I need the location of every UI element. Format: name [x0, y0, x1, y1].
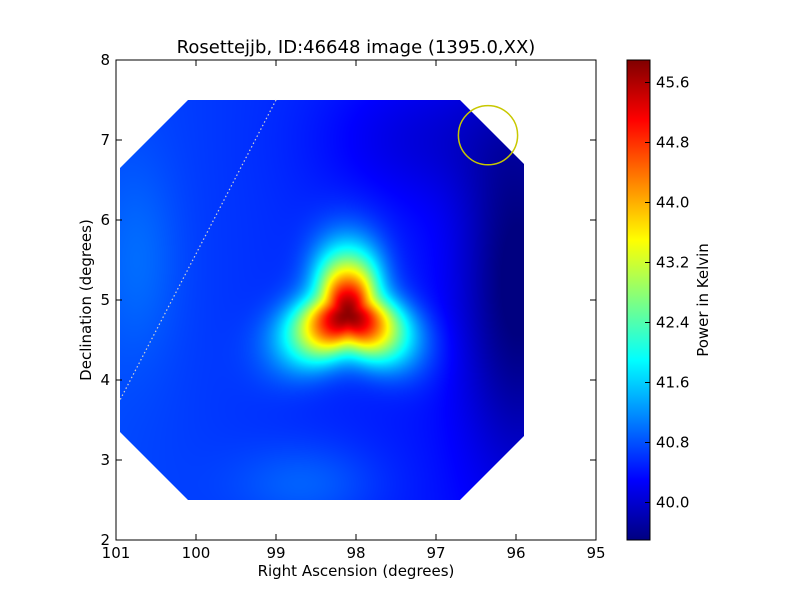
x-tick-label: 100: [182, 544, 211, 562]
x-axis: 101 100 99 98 97 96 95: [102, 60, 606, 562]
dotted-line: [119, 99, 277, 401]
colorbar-label: Power in Kelvin: [694, 243, 712, 357]
x-tick-label: 98: [346, 544, 365, 562]
y-tick-label: 8: [100, 51, 110, 69]
y-tick-label: 6: [100, 211, 110, 229]
y-tick-label: 3: [100, 451, 110, 469]
colorbar-tick-label: 40.0: [656, 494, 689, 512]
y-axis: 2 3 4 5 6 7 8: [100, 51, 596, 549]
colorbar-tick-label: 40.8: [656, 434, 689, 452]
colorbar-gradient: [626, 59, 651, 541]
chart-title: Rosettejjb, ID:46648 image (1395.0,XX): [177, 37, 536, 58]
y-tick-label: 2: [100, 531, 110, 549]
colorbar-tick-label: 44.0: [656, 194, 689, 212]
x-tick-label: 99: [266, 544, 285, 562]
colorbar: 40.0 40.8 41.6 42.4 43.2 44.0 44.8 45.6 Power i…: [626, 59, 712, 541]
x-tick-label: 95: [586, 544, 605, 562]
colorbar-tick-label: 45.6: [656, 74, 689, 92]
y-tick-label: 4: [100, 371, 110, 389]
y-tick-label: 7: [100, 131, 110, 149]
y-tick-label: 5: [100, 291, 110, 309]
x-axis-label: Right Ascension (degrees): [258, 562, 455, 580]
colorbar-ticks: 40.0 40.8 41.6 42.4 43.2 44.0 44.8 45.6: [645, 74, 689, 512]
x-tick-label: 101: [102, 544, 131, 562]
colorbar-tick-label: 41.6: [656, 374, 689, 392]
y-axis-label: Declination (degrees): [77, 219, 95, 381]
beam-circle: [457, 104, 519, 166]
colorbar-tick-label: 42.4: [656, 314, 689, 332]
x-tick-label: 97: [426, 544, 445, 562]
colorbar-tick-label: 44.8: [656, 134, 689, 152]
plot-area: [115, 59, 597, 541]
x-tick-label: 96: [506, 544, 525, 562]
colorbar-tick-label: 43.2: [656, 254, 689, 272]
heatmap-image: [120, 100, 524, 500]
